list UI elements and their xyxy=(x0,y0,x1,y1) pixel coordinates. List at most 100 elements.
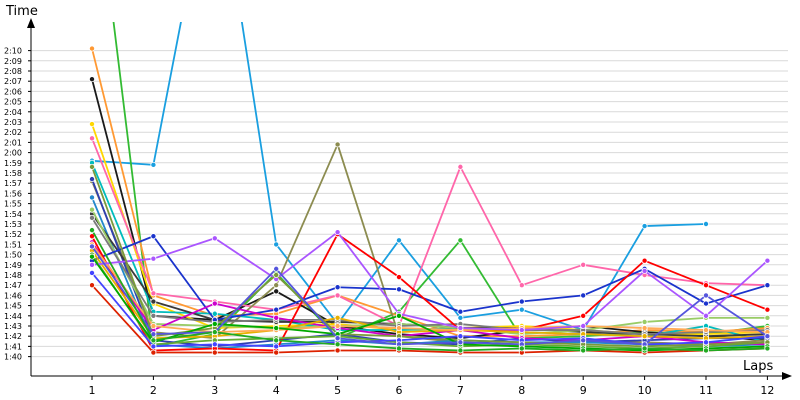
series-point-13 xyxy=(89,214,96,221)
y-tick-label: 2:08 xyxy=(4,67,22,76)
series-point-3 xyxy=(89,45,96,52)
series-point-21 xyxy=(518,327,525,334)
series-point-20 xyxy=(334,322,341,329)
series-point-15 xyxy=(211,300,218,307)
y-tick-label: 2:03 xyxy=(4,118,22,127)
series-line-24 xyxy=(91,272,768,348)
series-point-25 xyxy=(89,243,96,250)
x-tick-label: 8 xyxy=(518,384,525,397)
series-point-20 xyxy=(703,327,710,334)
x-tick-label: 11 xyxy=(699,384,713,397)
series-line-6 xyxy=(91,137,768,327)
series-point-14 xyxy=(457,308,464,315)
series-point-21 xyxy=(211,235,218,242)
series-line-23 xyxy=(91,256,768,352)
y-tick-label: 2:02 xyxy=(4,128,22,137)
series-point-6 xyxy=(518,282,525,289)
y-tick-label: 2:10 xyxy=(4,47,22,56)
series-point-21 xyxy=(641,267,648,274)
y-tick-label: 1:41 xyxy=(4,342,22,351)
y-tick-label: 2:07 xyxy=(4,77,22,86)
y-tick-label: 1:59 xyxy=(4,159,22,168)
series-point-11 xyxy=(150,298,157,305)
series-point-21 xyxy=(334,229,341,236)
y-tick-label: 1:58 xyxy=(4,169,22,178)
series-point-20 xyxy=(395,325,402,332)
x-tick-label: 7 xyxy=(457,384,464,397)
series-point-12 xyxy=(89,206,96,213)
series-point-25 xyxy=(334,335,341,342)
series-point-14 xyxy=(764,282,771,289)
y-tick-label: 2:00 xyxy=(4,149,22,158)
y-tick-label: 1:57 xyxy=(4,179,22,188)
x-axis-arrow-icon xyxy=(782,372,792,380)
series-point-21 xyxy=(703,312,710,319)
gridlines xyxy=(28,50,788,358)
series-point-8 xyxy=(273,282,280,289)
series-point-14 xyxy=(395,286,402,293)
y-tick-label: 2:09 xyxy=(4,57,22,66)
series-point-14 xyxy=(518,298,525,305)
y-tick-label: 1:42 xyxy=(4,332,22,341)
x-tick-label: 2 xyxy=(150,384,157,397)
series-point-21 xyxy=(764,257,771,264)
series-point-17 xyxy=(641,333,648,340)
series-line-13 xyxy=(91,217,768,336)
series-line-1 xyxy=(91,22,707,331)
series-point-17 xyxy=(334,314,341,321)
series-point-26 xyxy=(150,337,157,344)
series-point-26 xyxy=(395,345,402,352)
x-tick-label: 5 xyxy=(334,384,341,397)
series-point-19 xyxy=(273,349,280,356)
series-point-14 xyxy=(580,292,587,299)
series-point-6 xyxy=(89,135,96,142)
series-point-16 xyxy=(641,257,648,264)
y-tick-label: 1:55 xyxy=(4,200,22,209)
y-tick-label: 1:45 xyxy=(4,302,22,311)
y-tick-label: 2:04 xyxy=(4,108,22,117)
x-tick-label: 10 xyxy=(638,384,652,397)
series-point-6 xyxy=(150,290,157,297)
series-point-1 xyxy=(703,220,710,227)
x-tick-label: 1 xyxy=(89,384,96,397)
series-point-4 xyxy=(89,76,96,83)
x-tick-label: 9 xyxy=(580,384,587,397)
x-tick-label: 6 xyxy=(396,384,403,397)
y-tick-label: 1:51 xyxy=(4,240,22,249)
series-point-16 xyxy=(703,282,710,289)
y-tick-label: 2:06 xyxy=(4,87,22,96)
series-point-21 xyxy=(457,325,464,332)
series-point-14 xyxy=(334,284,341,291)
series-point-22 xyxy=(89,163,96,170)
series-point-23 xyxy=(89,253,96,260)
series-point-15 xyxy=(273,314,280,321)
series-point-23 xyxy=(273,325,280,332)
y-tick-label: 1:49 xyxy=(4,261,22,270)
series-point-1 xyxy=(273,241,280,248)
series-lines xyxy=(89,22,771,356)
series-point-26 xyxy=(703,347,710,354)
y-tick-label: 1:46 xyxy=(4,291,22,300)
series-point-26 xyxy=(273,337,280,344)
series-line-20 xyxy=(91,243,768,334)
series-point-24 xyxy=(273,343,280,350)
series-point-8 xyxy=(334,141,341,148)
series-point-21 xyxy=(89,261,96,268)
series-point-1 xyxy=(457,314,464,321)
y-tick-label: 2:01 xyxy=(4,138,22,147)
series-line-4 xyxy=(91,78,768,342)
series-point-7 xyxy=(211,310,218,317)
y-tick-label: 1:50 xyxy=(4,251,22,260)
series-point-6 xyxy=(457,163,464,170)
series-point-24 xyxy=(211,341,218,348)
x-axis-title: Laps xyxy=(743,359,773,374)
series-line-25 xyxy=(91,245,768,346)
series-point-14 xyxy=(150,233,157,240)
series-point-24 xyxy=(457,333,464,340)
series-point-14 xyxy=(703,300,710,307)
y-tick-label: 2:05 xyxy=(4,98,22,107)
series-line-19 xyxy=(91,284,768,354)
series-point-23 xyxy=(211,320,218,327)
series-line-14 xyxy=(91,235,768,321)
